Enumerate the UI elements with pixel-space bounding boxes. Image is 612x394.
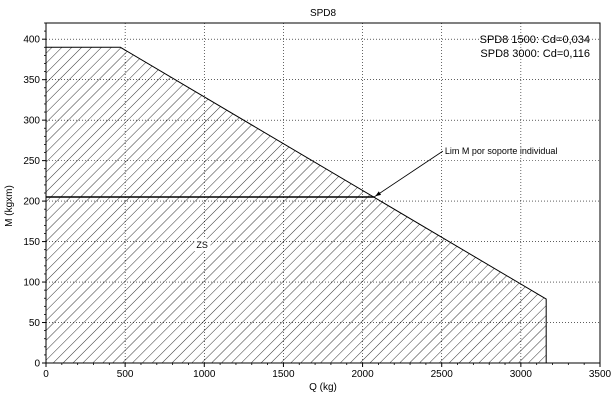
y-tick-label: 200 bbox=[23, 197, 40, 208]
annotation-arrow bbox=[375, 150, 444, 197]
legend-line-2: SPD8 3000: Cd=0,116 bbox=[480, 48, 590, 60]
chart-title: SPD8 bbox=[310, 8, 337, 19]
annotation-arrowhead bbox=[375, 191, 382, 197]
x-tick-label: 500 bbox=[117, 369, 134, 380]
y-tick-label: 350 bbox=[23, 75, 40, 86]
tick-labels: 0 500 1000 1500 2000 2500 3000 3500 0 50 100 150 200… bbox=[23, 35, 611, 380]
plot-area bbox=[45, 46, 547, 364]
y-tick-label: 100 bbox=[23, 278, 40, 289]
annotations: Lim M por soporte individual ZS bbox=[194, 146, 558, 252]
zone-label: ZS bbox=[196, 240, 208, 250]
x-tick-label: 0 bbox=[43, 369, 49, 380]
x-tick-label: 3000 bbox=[510, 369, 533, 380]
annotation-label: Lim M por soporte individual bbox=[445, 146, 558, 156]
x-axis-label: Q (kg) bbox=[309, 382, 337, 393]
hatched-region bbox=[45, 46, 547, 364]
y-tick-label: 150 bbox=[23, 237, 40, 248]
x-tick-label: 3500 bbox=[589, 369, 612, 380]
legend-line-1: SPD8 1500: Cd=0,034 bbox=[480, 34, 590, 46]
y-tick-label: 400 bbox=[23, 35, 40, 46]
x-tick-label: 1500 bbox=[272, 369, 295, 380]
y-tick-label: 250 bbox=[23, 156, 40, 167]
y-tick-label: 50 bbox=[29, 318, 41, 329]
x-tick-label: 1000 bbox=[193, 369, 216, 380]
x-tick-label: 2500 bbox=[431, 369, 454, 380]
axes bbox=[42, 22, 601, 367]
y-tick-label: 300 bbox=[23, 116, 40, 127]
y-tick-label: 0 bbox=[34, 359, 40, 370]
x-tick-label: 2000 bbox=[351, 369, 374, 380]
annotation-bg bbox=[194, 239, 211, 252]
y-axis-label: M (kgxm) bbox=[4, 185, 15, 227]
